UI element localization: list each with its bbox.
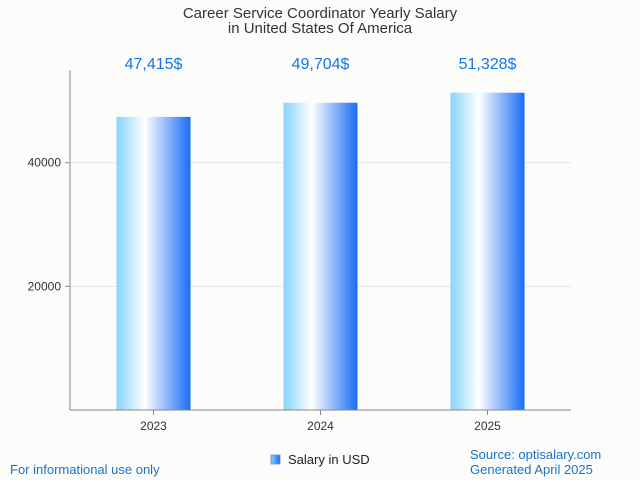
chart-title-line2: in United States Of America [228,20,413,37]
y-tick-label: 40000 [28,156,62,170]
bar-2023 [116,116,191,410]
legend-swatch [270,454,281,465]
value-labels: 47,415$ 49,704$ 51,328$ [125,56,517,73]
footer-disclaimer: For informational use only [10,462,160,477]
value-label-2025: 51,328$ [459,56,517,73]
bar-2024 [283,102,358,411]
value-label-2024: 49,704$ [292,56,350,73]
axes: 20000 40000 2023 2024 2025 [28,70,571,433]
legend-label: Salary in USD [288,452,370,467]
x-tick-label: 2023 [140,419,167,433]
y-tick-label: 20000 [28,279,62,293]
x-tick-label: 2024 [307,419,334,433]
chart-title-line1: Career Service Coordinator Yearly Salary [183,5,458,22]
source-credit: Source: optisalary.com [470,447,602,462]
value-label-2023: 47,415$ [125,56,183,73]
bar-2025 [450,92,525,410]
x-tick-label: 2025 [474,419,501,433]
legend: Salary in USD [270,452,370,467]
generated-date: Generated April 2025 [470,462,593,477]
bars [116,92,525,411]
